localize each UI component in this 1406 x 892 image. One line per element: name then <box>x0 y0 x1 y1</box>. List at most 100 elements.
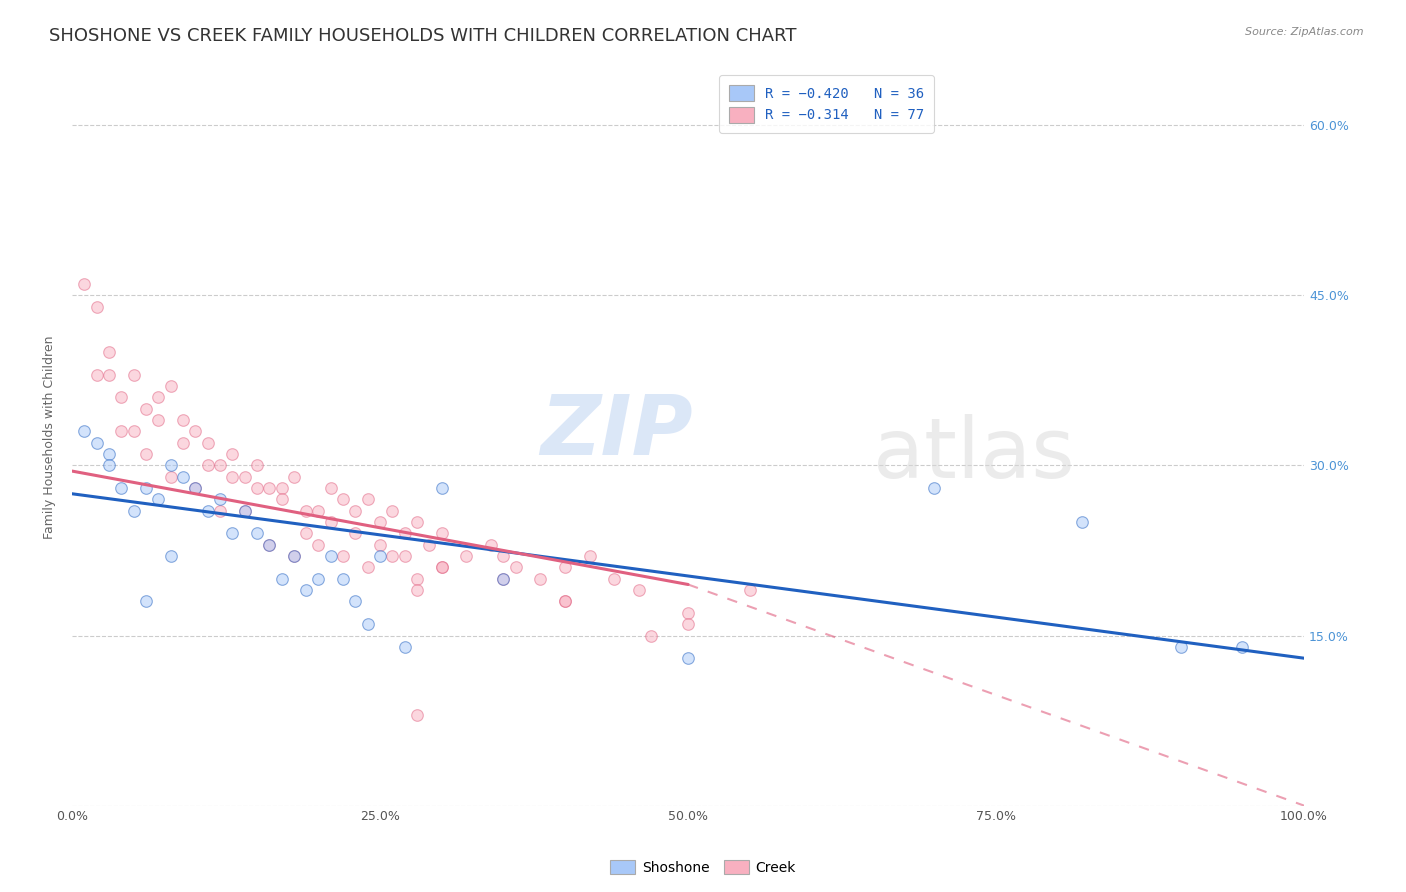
Point <box>283 469 305 483</box>
Point <box>332 492 354 507</box>
Point <box>492 572 515 586</box>
Point <box>456 549 478 563</box>
Point <box>676 617 699 632</box>
Point <box>1170 640 1192 654</box>
Point <box>381 549 404 563</box>
Point <box>184 481 207 495</box>
Point <box>308 504 330 518</box>
Point <box>479 538 502 552</box>
Point <box>430 481 453 495</box>
Point <box>578 549 600 563</box>
Point <box>357 617 380 632</box>
Point <box>270 481 292 495</box>
Point <box>233 469 256 483</box>
Point <box>98 345 121 359</box>
Point <box>148 390 170 404</box>
Point <box>430 560 453 574</box>
Legend: R = −0.420   N = 36, R = −0.314   N = 77: R = −0.420 N = 36, R = −0.314 N = 77 <box>718 76 934 133</box>
Point <box>135 447 157 461</box>
Text: ZIP: ZIP <box>540 391 693 472</box>
Point <box>110 481 132 495</box>
Point <box>221 447 243 461</box>
Point <box>529 572 551 586</box>
Point <box>406 583 429 598</box>
Point <box>394 640 416 654</box>
Point <box>98 458 121 473</box>
Point <box>505 560 527 574</box>
Point <box>418 538 440 552</box>
Point <box>86 368 108 382</box>
Point <box>246 481 269 495</box>
Point <box>135 481 157 495</box>
Point <box>283 549 305 563</box>
Point <box>172 469 194 483</box>
Point <box>319 515 342 529</box>
Point <box>357 560 380 574</box>
Point <box>1232 640 1254 654</box>
Point <box>640 628 662 642</box>
Point <box>86 435 108 450</box>
Point <box>676 651 699 665</box>
Point <box>603 572 626 586</box>
Point <box>159 458 181 473</box>
Point <box>208 458 231 473</box>
Point <box>368 549 391 563</box>
Text: Source: ZipAtlas.com: Source: ZipAtlas.com <box>1246 27 1364 37</box>
Point <box>159 549 181 563</box>
Point <box>110 425 132 439</box>
Point <box>257 538 280 552</box>
Point <box>357 492 380 507</box>
Text: SHOSHONE VS CREEK FAMILY HOUSEHOLDS WITH CHILDREN CORRELATION CHART: SHOSHONE VS CREEK FAMILY HOUSEHOLDS WITH… <box>49 27 797 45</box>
Point <box>332 572 354 586</box>
Point <box>159 379 181 393</box>
Point <box>208 504 231 518</box>
Point <box>368 515 391 529</box>
Point <box>344 526 367 541</box>
Point <box>98 368 121 382</box>
Point <box>257 538 280 552</box>
Point <box>368 538 391 552</box>
Point <box>208 492 231 507</box>
Point <box>197 458 219 473</box>
Point <box>319 549 342 563</box>
Point <box>221 469 243 483</box>
Point <box>430 526 453 541</box>
Point <box>1071 515 1094 529</box>
Point <box>122 425 145 439</box>
Point <box>924 481 946 495</box>
Legend: Shoshone, Creek: Shoshone, Creek <box>605 855 801 880</box>
Point <box>73 277 96 291</box>
Point <box>406 707 429 722</box>
Point <box>159 469 181 483</box>
Point <box>554 594 576 608</box>
Point <box>197 435 219 450</box>
Point <box>233 504 256 518</box>
Point <box>381 504 404 518</box>
Y-axis label: Family Households with Children: Family Households with Children <box>44 335 56 539</box>
Point <box>554 560 576 574</box>
Point <box>270 492 292 507</box>
Point <box>122 368 145 382</box>
Point <box>394 526 416 541</box>
Point <box>184 481 207 495</box>
Point <box>295 526 318 541</box>
Point <box>246 458 269 473</box>
Point <box>86 300 108 314</box>
Point <box>122 504 145 518</box>
Point <box>492 549 515 563</box>
Point <box>172 413 194 427</box>
Point <box>430 560 453 574</box>
Point <box>246 526 269 541</box>
Point <box>406 572 429 586</box>
Point <box>184 425 207 439</box>
Point <box>73 425 96 439</box>
Point <box>283 549 305 563</box>
Point <box>554 594 576 608</box>
Point <box>295 504 318 518</box>
Point <box>627 583 650 598</box>
Point <box>394 549 416 563</box>
Point <box>197 504 219 518</box>
Point <box>308 572 330 586</box>
Point <box>148 492 170 507</box>
Point <box>344 504 367 518</box>
